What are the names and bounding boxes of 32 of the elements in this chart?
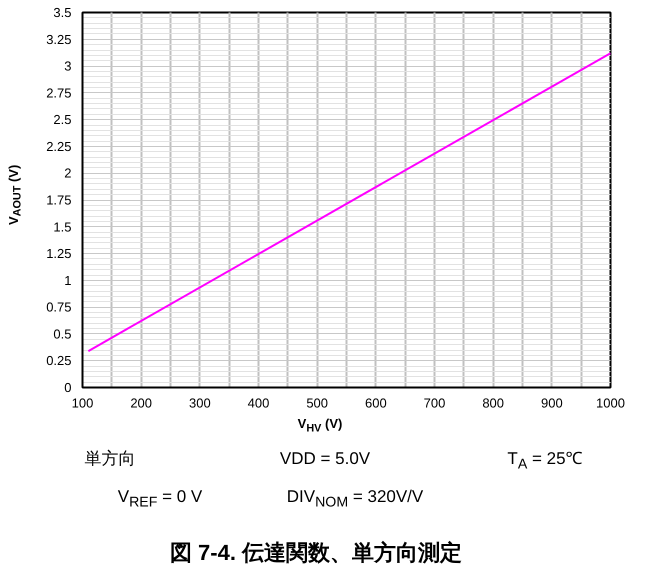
x-tick-label: 200 <box>130 396 152 410</box>
x-tick-label: 600 <box>364 396 387 410</box>
y-tick-label: 1 <box>64 272 72 288</box>
y-tick-label: 1.5 <box>53 219 72 234</box>
x-axis-title: V$_{HV}$ (V) <box>298 416 342 435</box>
text: 図 7-4. 伝達関数、単方向測定 <box>170 540 462 565</box>
y-tick-label: 0.5 <box>53 326 72 342</box>
x-tick-label: 300 <box>188 396 211 410</box>
y-tick-label: 2.25 <box>46 138 72 154</box>
y-tick-label: 3 <box>64 58 72 74</box>
y-tick-label: 2 <box>64 166 72 181</box>
x-tick-label: 400 <box>248 396 270 410</box>
x-tick-label: 500 <box>306 396 328 410</box>
x-tick-label: 100 <box>72 396 94 410</box>
y-tick-label: 0.25 <box>46 353 72 368</box>
text: V$_{REF}$ = 0 V <box>118 486 202 512</box>
y-tick-label: 3.25 <box>46 32 72 47</box>
text: DIV$_{NOM}$ = 320V/V <box>286 486 424 512</box>
y-tick-label: 1.25 <box>46 246 72 262</box>
y-tick-label: 2.5 <box>53 112 72 128</box>
y-tick-label: 2.75 <box>46 85 72 100</box>
x-tick-label: 700 <box>424 396 446 410</box>
text: 単方向 <box>84 448 136 470</box>
text: VDD = 5.0V <box>280 448 370 470</box>
x-tick-label: 900 <box>540 396 563 410</box>
x-tick-label: 800 <box>482 396 504 410</box>
y-tick-label: 3.5 <box>53 5 72 20</box>
y-tick-label: 0.75 <box>46 300 72 315</box>
y-tick-label: 0 <box>64 380 72 395</box>
text: T$_{A}$ = 25℃ <box>507 448 583 474</box>
y-tick-label: 1.75 <box>46 192 72 208</box>
x-tick-label: 1000 <box>596 396 625 410</box>
